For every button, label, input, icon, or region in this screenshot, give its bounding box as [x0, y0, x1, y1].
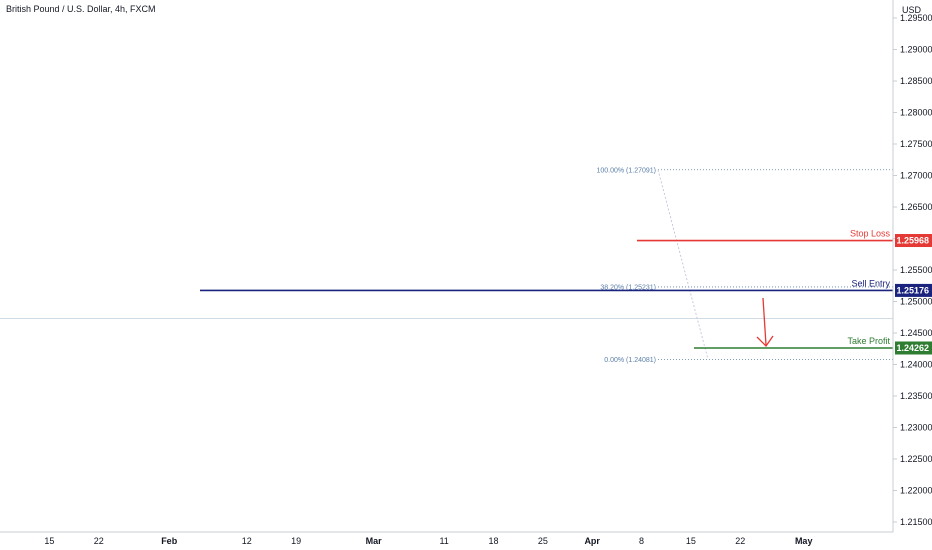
time-tick-label: May: [795, 536, 813, 546]
price-tick-label: 1.29500: [900, 13, 932, 23]
stop-loss-label: Stop Loss: [850, 229, 891, 239]
stop-loss-price-badge: [895, 234, 932, 248]
sell-entry-badge: 1.25176: [895, 283, 932, 297]
fib-trend-line: [657, 169, 709, 360]
time-axis[interactable]: 15 22 Feb 12 19 Mar 11 18 25 Apr 8 15 22 May: [44, 536, 812, 546]
fib-retracement[interactable]: 100.00% (1.27091) 38.20% (1.25231) 0.00%…: [596, 167, 893, 364]
price-tick-label: 1.27000: [900, 171, 932, 181]
price-tick-label: 1.23500: [900, 391, 932, 401]
time-tick-label: 15: [686, 536, 696, 546]
stop-loss-level[interactable]: Stop Loss: [637, 229, 893, 242]
sell-entry-price-badge: [895, 283, 932, 297]
time-tick-label: Mar: [366, 536, 383, 546]
time-tick-label: 8: [639, 536, 644, 546]
time-tick-label: 12: [242, 536, 252, 546]
time-tick-label: Feb: [161, 536, 178, 546]
sell-entry-label: Sell Entry: [851, 278, 890, 288]
time-tick-label: 15: [44, 536, 54, 546]
stop-loss-price: 1.25968: [896, 236, 929, 246]
time-tick-label: 25: [538, 536, 548, 546]
time-tick-label: 19: [291, 536, 301, 546]
price-tick-label: 1.24000: [900, 360, 932, 370]
time-tick-label: 22: [735, 536, 745, 546]
down-arrow[interactable]: [756, 297, 774, 348]
fib-label: 0.00% (1.24081): [604, 357, 656, 364]
time-tick-label: 22: [94, 536, 104, 546]
price-tick-label: 1.21500: [900, 517, 932, 527]
price-tick-label: 1.24500: [900, 328, 932, 338]
stop-loss-badge: 1.25968: [895, 234, 932, 248]
price-tick-label: 1.28000: [900, 108, 932, 118]
down-arrow-shaft: [762, 297, 767, 346]
price-tick-label: 1.29000: [900, 45, 932, 55]
chart-title: British Pound / U.S. Dollar, 4h, FXCM: [6, 4, 156, 14]
fib-label: 100.00% (1.27091): [596, 167, 656, 174]
time-tick-label: Apr: [584, 536, 600, 546]
take-profit-badge: 1.24262: [895, 341, 932, 355]
price-tick-label: 1.25000: [900, 297, 932, 307]
price-axis-background: [893, 0, 932, 550]
sell-entry-level[interactable]: Sell Entry: [200, 278, 893, 292]
sell-entry-price: 1.25176: [896, 286, 929, 296]
price-tick-label: 1.22500: [900, 454, 932, 464]
time-tick-label: 18: [488, 536, 498, 546]
take-profit-level[interactable]: Take Profit: [694, 336, 893, 349]
price-tick-label: 1.27500: [900, 139, 932, 149]
take-profit-label: Take Profit: [847, 336, 890, 346]
down-arrow-icon: [756, 335, 774, 348]
take-profit-price: 1.24262: [896, 343, 929, 353]
take-profit-price-badge: [895, 341, 932, 355]
price-tick-label: 1.23000: [900, 423, 932, 433]
price-tick-label: 1.26500: [900, 202, 932, 212]
fib-label: 38.20% (1.25231): [600, 284, 656, 291]
currency-label[interactable]: USD: [902, 5, 922, 15]
price-tick-label: 1.22000: [900, 486, 932, 496]
price-tick-label: 1.25500: [900, 265, 932, 275]
price-tick-label: 1.28500: [900, 76, 932, 86]
price-axis[interactable]: 1.29500 1.29000 1.28500 1.28000 1.27500 1.270…: [893, 13, 932, 527]
time-tick-label: 11: [439, 536, 448, 546]
